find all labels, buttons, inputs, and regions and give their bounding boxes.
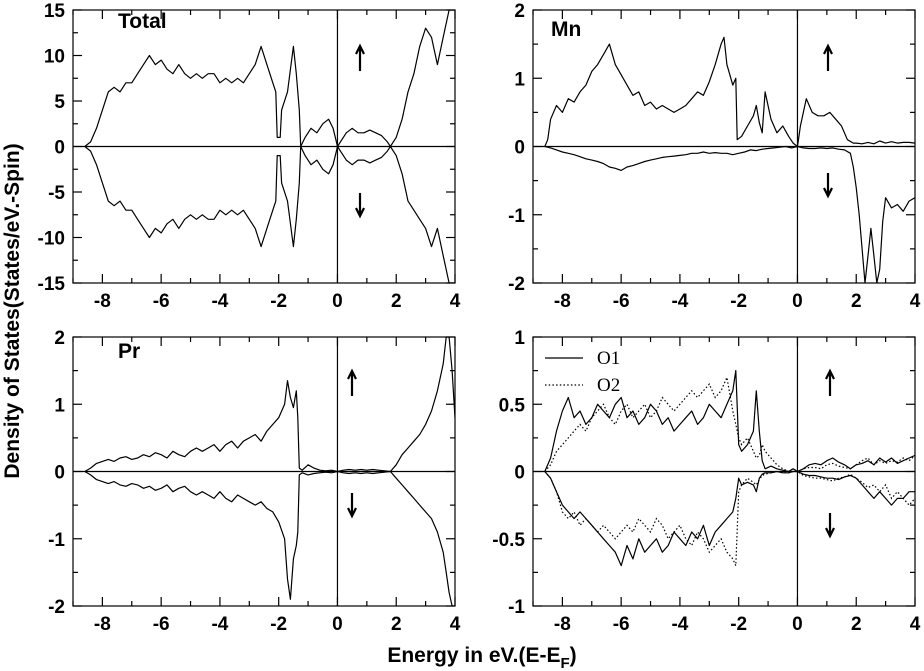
y-tick-label: -10 [38, 229, 65, 250]
y-tick-label: 2 [54, 328, 65, 349]
y-tick-label: 5 [54, 92, 65, 113]
chart-panel-1: -8 -6 -4 -2 0 2 4 -15 -10 -5 0 5 10 15 Total [38, 1, 461, 312]
panel-title: Mn [551, 18, 581, 41]
down-spin-curve [544, 145, 915, 283]
chart-panel-3: -8 -6 -4 -2 0 2 4 -2 -1 0 1 2 Pr [48, 328, 461, 635]
chart-panel-2: -8 -6 -4 -2 0 2 4 -2 -1 0 1 2 Mn [508, 1, 921, 312]
up-spin-curve [84, 10, 455, 148]
down-spin-curve [84, 145, 455, 283]
panel-title: Pr [118, 340, 140, 363]
spin-up-arrow-icon [825, 368, 835, 396]
y-tick-label: 0 [54, 138, 65, 159]
x-axis-label: Energy in eV.(E-EF) [387, 644, 576, 671]
o1-down-spin-curve [544, 470, 915, 567]
y-axis-label: Density of States(States/eV.-Spin) [1, 143, 24, 478]
x-tick-label: -2 [730, 614, 747, 635]
y-tick-label: -15 [38, 274, 66, 295]
x-tick-label: 0 [332, 291, 343, 312]
spin-down-arrow-icon [825, 513, 835, 539]
spin-up-arrow-icon [823, 43, 833, 71]
x-tick-label: 4 [910, 291, 921, 312]
y-tick-label: -2 [48, 597, 65, 618]
x-tick-label: 2 [391, 291, 402, 312]
y-tick-label: -1 [48, 530, 65, 551]
legend-label-o2: O2 [597, 375, 620, 396]
y-tick-label: 1 [54, 395, 65, 416]
legend-label-o1: O1 [597, 348, 620, 369]
panel-title: Total [118, 10, 167, 33]
x-tick-label: -2 [270, 291, 287, 312]
x-tick-label: -6 [613, 614, 630, 635]
x-tick-label: -2 [270, 614, 287, 635]
x-tick-label: 0 [332, 614, 343, 635]
o2-down-spin-curve [544, 470, 915, 566]
x-tick-label: -4 [211, 291, 228, 312]
x-tick-label: -6 [153, 291, 170, 312]
x-tick-label: 2 [851, 291, 862, 312]
x-tick-label: 0 [792, 291, 803, 312]
spin-down-arrow-icon [823, 173, 833, 199]
y-tick-label: -1 [508, 206, 525, 227]
x-tick-label: 4 [450, 614, 461, 635]
x-tick-label: -6 [613, 291, 630, 312]
y-tick-label: 0 [54, 463, 65, 484]
x-tick-label: 2 [851, 614, 862, 635]
y-tick-label: 1 [514, 69, 525, 90]
y-tick-label: -1 [508, 597, 525, 618]
spin-down-arrow-icon [347, 493, 357, 519]
spin-down-arrow-icon [355, 193, 365, 219]
y-tick-label: -5 [48, 183, 65, 204]
y-tick-label: 15 [44, 1, 66, 22]
x-tick-label: -6 [153, 614, 170, 635]
y-tick-label: -2 [508, 274, 525, 295]
o1-up-spin-curve [544, 370, 915, 473]
y-tick-label: -0.5 [492, 530, 525, 551]
y-tick-label: 0.5 [499, 395, 526, 416]
x-tick-label: -4 [671, 291, 688, 312]
x-tick-label: -4 [671, 614, 688, 635]
spin-up-arrow-icon [347, 368, 357, 396]
y-tick-label: 0 [514, 463, 525, 484]
y-tick-label: 2 [514, 1, 525, 22]
x-tick-label: 0 [792, 614, 803, 635]
y-tick-label: 0 [514, 138, 525, 159]
y-tick-label: 1 [514, 328, 525, 349]
down-spin-curve [84, 470, 455, 606]
x-tick-label: -8 [554, 614, 571, 635]
y-tick-label: 10 [44, 47, 65, 68]
up-spin-curve [84, 337, 455, 473]
up-spin-curve [544, 36, 915, 148]
x-tick-label: -4 [211, 614, 228, 635]
x-tick-label: -8 [94, 291, 111, 312]
spin-up-arrow-icon [355, 43, 365, 71]
x-tick-label: 2 [391, 614, 402, 635]
x-tick-label: -8 [554, 291, 571, 312]
x-tick-label: 4 [910, 614, 921, 635]
x-tick-label: 4 [450, 291, 461, 312]
x-tick-label: -2 [730, 291, 747, 312]
x-tick-label: -8 [94, 614, 111, 635]
